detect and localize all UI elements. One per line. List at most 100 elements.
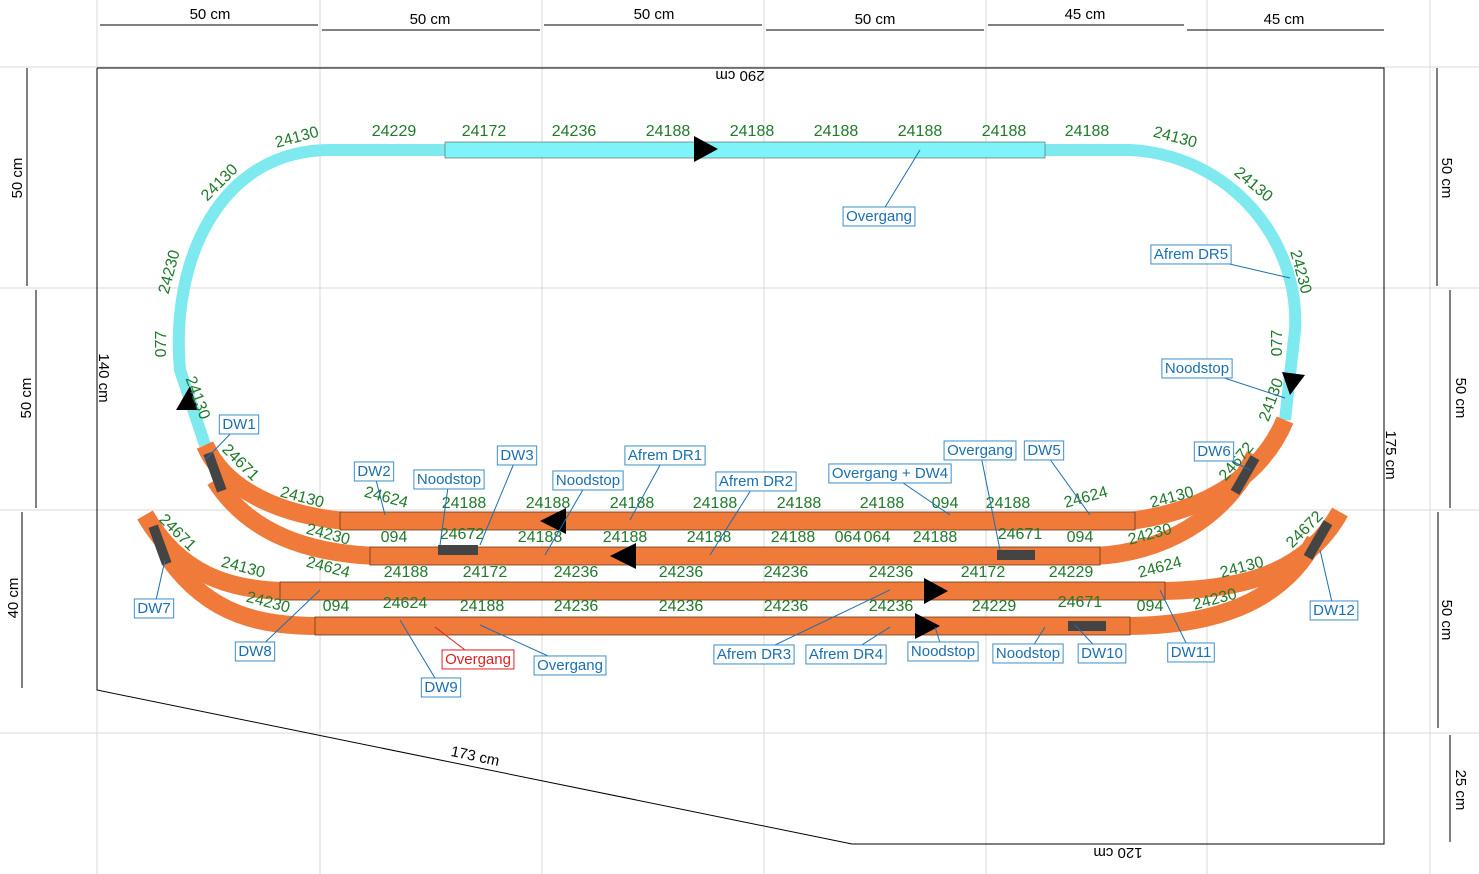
direction-arrow	[540, 508, 566, 534]
switch-motor	[1303, 520, 1333, 560]
dimension-label: 50 cm	[410, 11, 451, 28]
callout-box	[1167, 642, 1215, 663]
leader-line	[479, 455, 518, 546]
callout-box	[420, 677, 462, 698]
track-part-number: 24188	[898, 123, 943, 140]
dimension-label: 50 cm	[1452, 378, 1469, 419]
callout-label: DW10	[1081, 645, 1123, 662]
callout-box	[496, 445, 538, 466]
track-part-number: 24188	[460, 598, 505, 615]
callout-box	[992, 643, 1064, 664]
callout-box	[842, 206, 916, 227]
track-part-number: 24236	[869, 564, 914, 581]
track-part-number: 24672	[440, 526, 485, 543]
board-dimension: 175 cm	[1382, 430, 1399, 479]
track-part-number: 24188	[1065, 123, 1110, 140]
dimension-label: 40 cm	[5, 578, 22, 619]
callout-label: DW12	[1313, 602, 1355, 619]
dimension-label: 50 cm	[634, 6, 675, 23]
callout-box	[413, 469, 485, 490]
callout-label: Noodstop	[996, 645, 1060, 662]
callout-label: Overgang	[846, 208, 912, 225]
track-part-number: 24671	[1058, 594, 1103, 611]
callout-label: Noodstop	[1165, 360, 1229, 377]
track-part-number: 24188	[646, 123, 691, 140]
track-part-number: 24671	[998, 526, 1043, 543]
callout-box	[805, 644, 887, 665]
callout-box	[441, 649, 515, 670]
callout-label: DW9	[424, 679, 457, 696]
callout-label: Afrem DR4	[809, 646, 883, 663]
callout-label: DW1	[222, 416, 255, 433]
callout-box	[828, 463, 952, 484]
track-part-number: 24229	[372, 123, 417, 140]
board-dimension: 290 cm	[715, 67, 764, 84]
direction-arrow	[176, 386, 198, 410]
track-part-number: 064	[864, 529, 891, 546]
switch-motor	[1068, 621, 1106, 631]
track-part-number: 24236	[552, 123, 597, 140]
track-part-number: 094	[932, 495, 959, 512]
callout-box	[1193, 441, 1235, 462]
callout-label: Afrem DR1	[628, 447, 702, 464]
track-part-number: 24172	[463, 564, 508, 581]
dimension-label: 50 cm	[1438, 158, 1455, 199]
track-part-number: 094	[1067, 529, 1094, 546]
track-part-number: 24188	[603, 529, 648, 546]
callout-box	[1150, 244, 1232, 265]
callout-box	[1309, 600, 1359, 621]
track-part-number: 24188	[913, 529, 958, 546]
curve-track	[1045, 144, 1302, 421]
track-part-number: 24188	[610, 495, 655, 512]
callout-label: Noodstop	[911, 643, 975, 660]
callout-label: DW7	[137, 600, 170, 617]
direction-arrow	[1282, 372, 1305, 395]
leader-line	[439, 479, 450, 546]
track-part-number: 24188	[518, 529, 563, 546]
leader-line	[979, 450, 1001, 551]
callout-box	[943, 440, 1017, 461]
dimension-label: 50 cm	[190, 6, 231, 23]
track-part-number: 24188	[777, 495, 822, 512]
leader-line	[544, 480, 589, 556]
callout-box	[552, 470, 624, 491]
dimension-label: 45 cm	[1264, 11, 1305, 28]
callout-label: DW11	[1171, 644, 1212, 661]
track-part-number: 24188	[730, 123, 775, 140]
switch-motor	[203, 451, 227, 493]
callout-box	[234, 641, 276, 662]
leader-line	[399, 619, 442, 689]
curve-track	[162, 554, 321, 635]
track-part-number: 24236	[764, 598, 809, 615]
callout-box	[133, 598, 175, 619]
dimension-label: 45 cm	[1065, 6, 1106, 23]
track-part-number: 24236	[869, 598, 914, 615]
track-part-number: 094	[381, 529, 408, 546]
leader-line	[709, 481, 757, 556]
track-part-number: 24188	[814, 123, 859, 140]
track-part-number: 24188	[384, 564, 429, 581]
track-part-number: 24172	[961, 564, 1006, 581]
track-part-number: 24172	[462, 123, 507, 140]
track-part-number: 24188	[982, 123, 1027, 140]
track-part-number: 24188	[442, 495, 487, 512]
track-part-number: 24624	[1062, 484, 1109, 512]
callout-label: DW5	[1027, 442, 1060, 459]
track-part-number: 24188	[693, 495, 738, 512]
track-part-number: 24236	[659, 598, 704, 615]
callout-label: Overgang	[537, 657, 603, 674]
callout-box	[1161, 358, 1233, 379]
callout-box	[1077, 643, 1127, 664]
direction-arrow	[610, 543, 636, 569]
track-part-number: 24236	[554, 598, 599, 615]
callout-label: Overgang	[947, 442, 1013, 459]
warning-label: Overgang	[445, 651, 511, 668]
callout-label: Afrem DR5	[1154, 246, 1228, 263]
dimension-label: 25 cm	[1452, 770, 1469, 811]
dimension-label: 50 cm	[855, 11, 896, 28]
track-part-number: 094	[1137, 598, 1164, 615]
track-part-number: 24188	[526, 495, 571, 512]
leader-line	[1043, 450, 1091, 516]
